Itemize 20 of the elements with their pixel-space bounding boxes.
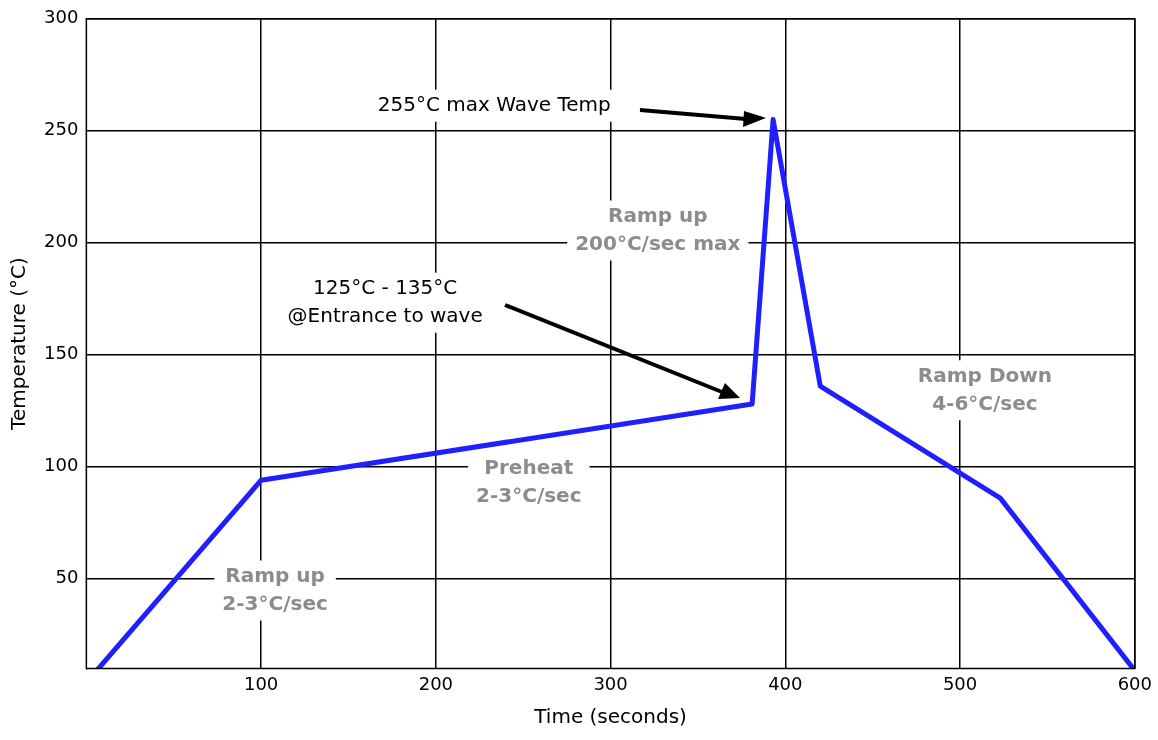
x-tick-label: 200 bbox=[418, 672, 454, 694]
x-tick-label: 300 bbox=[593, 672, 628, 694]
y-axis-title: Temperature (°C) bbox=[6, 257, 31, 431]
annotation: Ramp up 2-3°C/sec bbox=[222, 562, 328, 615]
x-tick-label: 500 bbox=[942, 672, 978, 694]
y-tick-label: 100 bbox=[44, 454, 79, 476]
x-tick-label: 400 bbox=[768, 672, 803, 694]
annotation: 255°C max Wave Temp bbox=[377, 92, 611, 117]
y-tick-label: 200 bbox=[44, 230, 79, 252]
annotation: 125°C - 135°C @Entrance to wave bbox=[287, 274, 483, 327]
y-tick-label: 50 bbox=[55, 566, 79, 588]
x-tick-label: 100 bbox=[243, 672, 279, 694]
y-tick-label: 150 bbox=[44, 342, 79, 364]
x-tick-label: 600 bbox=[1117, 672, 1152, 694]
annotation: Preheat 2-3°C/sec bbox=[476, 455, 582, 508]
y-tick-label: 300 bbox=[44, 6, 79, 28]
y-tick-label: 250 bbox=[44, 118, 79, 140]
x-axis-title: Time (seconds) bbox=[533, 704, 687, 729]
annotation: Ramp Down 4-6°C/sec bbox=[917, 362, 1052, 415]
annotation: Ramp up 200°C/sec max bbox=[575, 202, 741, 255]
